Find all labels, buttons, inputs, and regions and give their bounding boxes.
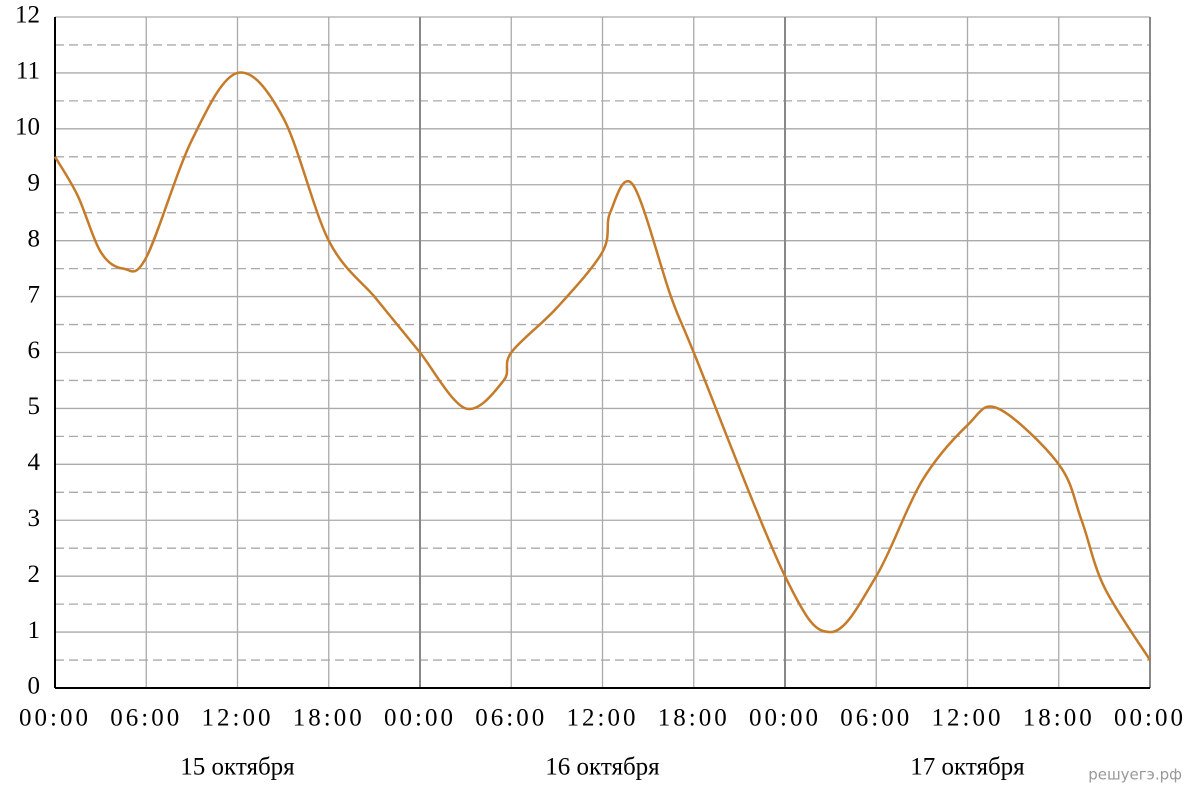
y-tick-label: 0 [28, 673, 41, 700]
y-tick-label: 3 [28, 505, 41, 532]
x-tick-label: 00:00 [19, 705, 91, 732]
y-tick-label: 5 [28, 393, 41, 420]
day-label: 17 октября [910, 754, 1025, 781]
y-tick-label: 7 [28, 281, 41, 308]
y-tick-label: 6 [28, 337, 41, 364]
x-tick-label: 00:00 [749, 705, 821, 732]
y-tick-label: 8 [28, 225, 41, 252]
y-tick-label: 9 [28, 169, 41, 196]
y-tick-label: 2 [28, 561, 41, 588]
x-tick-label: 12:00 [932, 705, 1004, 732]
x-tick-label: 18:00 [658, 705, 730, 732]
y-tick-label: 11 [16, 58, 40, 85]
y-tick-label: 1 [28, 617, 41, 644]
x-tick-label: 00:00 [384, 705, 456, 732]
watermark: решуегэ.рф [1088, 766, 1182, 784]
y-tick-label: 4 [28, 449, 41, 476]
x-tick-label: 06:00 [475, 705, 547, 732]
x-tick-label: 00:00 [1114, 705, 1186, 732]
y-tick-label: 10 [15, 114, 40, 141]
data-line [53, 71, 1152, 661]
x-tick-label: 06:00 [110, 705, 182, 732]
day-label: 16 октября [545, 754, 660, 781]
x-tick-label: 12:00 [202, 705, 274, 732]
y-tick-label: 12 [15, 2, 40, 29]
x-tick-label: 12:00 [567, 705, 639, 732]
day-label: 15 октября [180, 754, 295, 781]
x-tick-label: 18:00 [1023, 705, 1095, 732]
x-tick-label: 18:00 [293, 705, 365, 732]
x-tick-label: 06:00 [840, 705, 912, 732]
